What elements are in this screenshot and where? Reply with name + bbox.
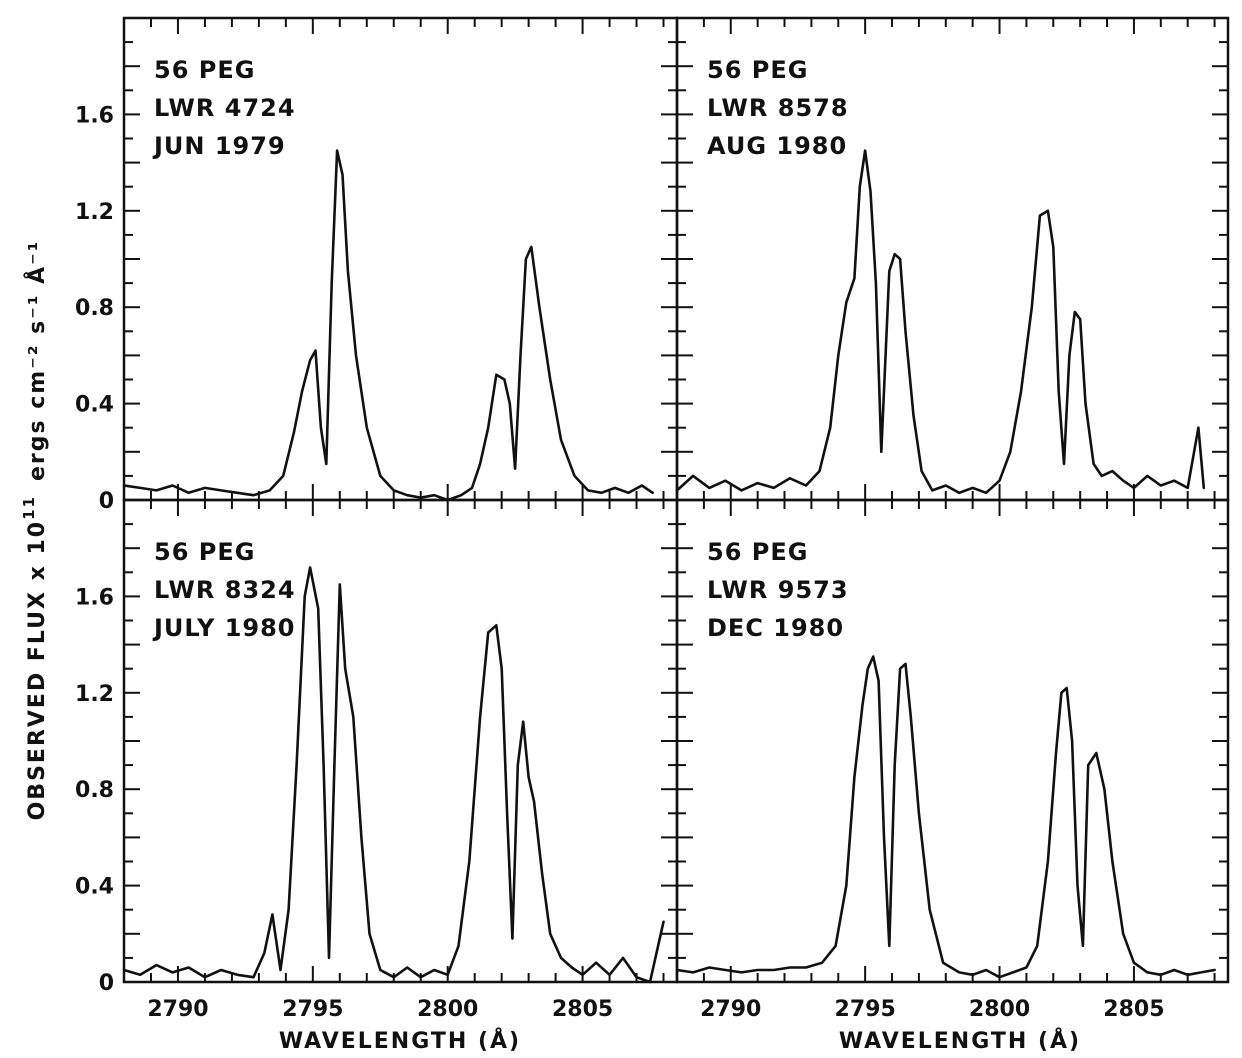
x-tick-label: 2805 bbox=[1103, 997, 1164, 1022]
axis-ticks bbox=[123, 17, 1228, 983]
x-tick-label: 2795 bbox=[282, 997, 343, 1022]
panel-label-top-right: LWR 8578 bbox=[707, 94, 849, 122]
panel-label-bottom-left: JULY 1980 bbox=[152, 614, 296, 642]
x-axis-title-left: WAVELENGTH (Å) bbox=[279, 1028, 521, 1054]
spectrum-line-top-right bbox=[675, 149, 1206, 495]
tick-labels: 0 0.4 0.8 1.2 1.6 0 0.4 0.8 1.2 1.6 2790 2795 2800 28… bbox=[75, 103, 1165, 1022]
y-tick-label: 0.4 bbox=[75, 875, 114, 900]
y-axis-title-exp: 11 bbox=[20, 495, 38, 520]
y-tick-label: 1.6 bbox=[75, 103, 114, 128]
x-tick-label: 2800 bbox=[969, 997, 1030, 1022]
y-tick-label: 0 bbox=[99, 971, 114, 996]
x-tick-label: 2795 bbox=[835, 997, 896, 1022]
panel-frame-bottom-right bbox=[675, 498, 1230, 984]
y-tick-label: 1.6 bbox=[75, 585, 114, 610]
panel-label-top-right: 56 PEG bbox=[707, 56, 808, 84]
panel-frame-top-left bbox=[122, 16, 679, 502]
panel-label-bottom-left: 56 PEG bbox=[154, 538, 255, 566]
spectrum-line-bottom-right bbox=[675, 655, 1216, 979]
spectrum-line-top-left bbox=[122, 149, 654, 502]
panel-label-top-right: AUG 1980 bbox=[707, 132, 847, 160]
y-axis-title: OBSERVED FLUX x 1011 ergs cm⁻² s⁻¹ Å⁻¹ bbox=[20, 240, 50, 821]
y-tick-label: 0.8 bbox=[75, 296, 114, 321]
panel-label-bottom-right: DEC 1980 bbox=[707, 614, 844, 642]
spectra-series bbox=[122, 149, 1216, 984]
y-axis-title-units: ergs cm⁻² s⁻¹ Å⁻¹ bbox=[24, 240, 50, 481]
panel-frame-top-right bbox=[675, 16, 1230, 502]
x-tick-label: 2790 bbox=[147, 997, 208, 1022]
y-tick-label: 1.2 bbox=[75, 200, 114, 225]
panel-label-top-left: JUN 1979 bbox=[152, 132, 286, 160]
svg-text:OBSERVED FLUX x 1011ergs cm⁻²: OBSERVED FLUX x 1011 ergs cm⁻² s⁻¹ Å⁻¹ bbox=[20, 240, 50, 821]
panel-frame-bottom-left bbox=[122, 498, 679, 984]
y-tick-label: 0.8 bbox=[75, 778, 114, 803]
panel-label-bottom-right: LWR 9573 bbox=[707, 576, 849, 604]
panel-label-top-left: 56 PEG bbox=[154, 56, 255, 84]
y-axis-title-main: OBSERVED FLUX x 10 bbox=[25, 520, 50, 820]
panel-label-bottom-right: 56 PEG bbox=[707, 538, 808, 566]
x-tick-label: 2790 bbox=[700, 997, 761, 1022]
y-tick-label: 1.2 bbox=[75, 682, 114, 707]
y-tick-label: 0.4 bbox=[75, 393, 114, 418]
y-tick-label: 0 bbox=[99, 489, 114, 514]
panel-label-bottom-left: LWR 8324 bbox=[154, 576, 296, 604]
x-tick-label: 2800 bbox=[417, 997, 478, 1022]
spectrum-line-bottom-left bbox=[122, 566, 665, 984]
x-axis-title-right: WAVELENGTH (Å) bbox=[839, 1028, 1081, 1054]
panel-label-top-left: LWR 4724 bbox=[154, 94, 296, 122]
panel-labels: 56 PEG LWR 4724 JUN 1979 56 PEG LWR 8578 AUG … bbox=[152, 56, 849, 642]
x-tick-label: 2805 bbox=[552, 997, 613, 1022]
